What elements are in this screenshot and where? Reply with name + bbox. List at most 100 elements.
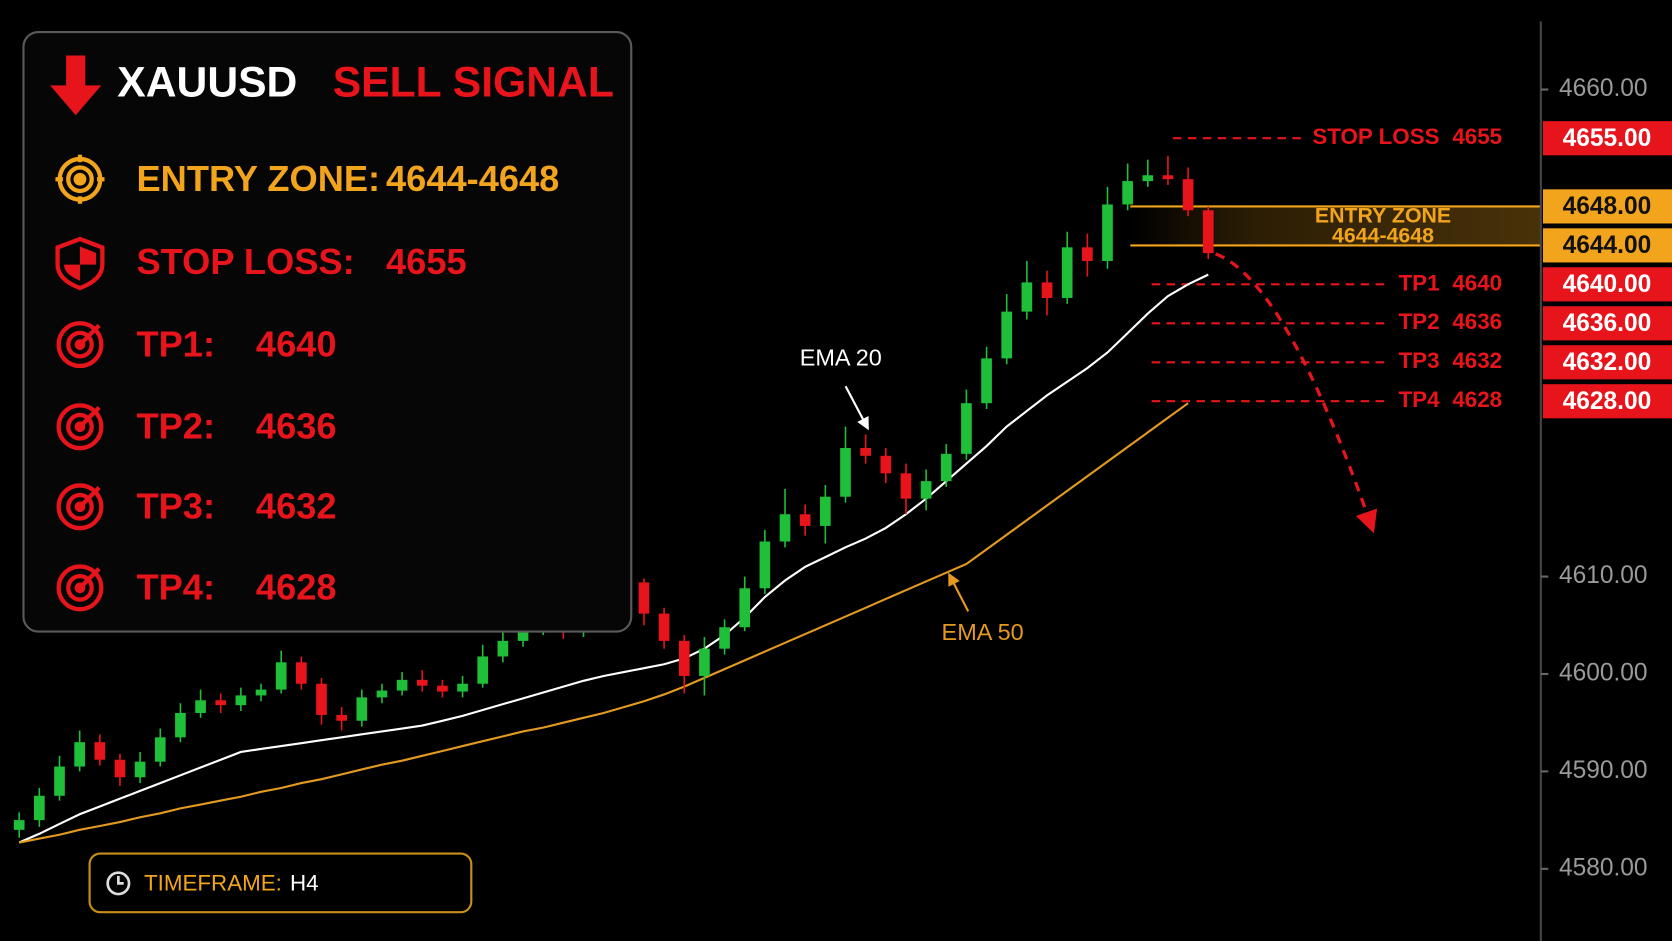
ema-pointer — [844, 385, 869, 431]
level-value: 4640 — [1452, 270, 1502, 295]
row-value: 4632 — [256, 485, 337, 526]
price-tag — [1542, 267, 1672, 302]
level-value: 4655 — [1452, 124, 1502, 149]
candle-body — [34, 795, 45, 821]
clock-icon — [106, 871, 131, 896]
price-tag — [1542, 384, 1672, 419]
price-tag — [1542, 189, 1672, 224]
timeframe-box: TIMEFRAME: H4 — [88, 852, 473, 914]
candle-body — [961, 403, 972, 454]
candle-body — [296, 662, 307, 684]
entry-zone-name: ENTRY ZONE — [1315, 204, 1451, 228]
panel-ticker: XAUUSD — [117, 59, 297, 107]
row-value: 4644-4648 — [386, 158, 559, 199]
row-label: TP1: — [136, 323, 215, 364]
candle-body — [175, 712, 186, 738]
candle-body — [54, 766, 65, 796]
y-tick-label: 4580.00 — [1559, 854, 1648, 881]
candle-body — [820, 496, 831, 526]
candle-body — [719, 627, 730, 649]
candle-body — [1122, 181, 1133, 205]
candle-body — [860, 448, 871, 456]
candle-body — [1162, 175, 1174, 180]
candle-body — [396, 679, 408, 691]
ema-line — [18, 273, 1209, 844]
candle-body — [1061, 247, 1073, 298]
candle-body — [799, 514, 811, 526]
candle-body — [920, 481, 932, 499]
candle-body — [497, 640, 509, 657]
timeframe-value: H4 — [290, 870, 319, 895]
candle-body — [779, 514, 791, 542]
candle-body — [376, 690, 388, 698]
signal-panel: XAUUSD SELL SIGNAL ENTRY ZONE: 4644-4648… — [22, 30, 633, 633]
down-arrow-icon — [50, 55, 102, 116]
y-tick-label: 4590.00 — [1559, 757, 1648, 784]
candle-body — [114, 759, 126, 778]
y-tick-label: 4660.00 — [1559, 75, 1648, 102]
row-value: 4628 — [256, 567, 337, 608]
candle-body — [517, 629, 529, 641]
candle-body — [457, 683, 468, 692]
ema-line — [18, 402, 1189, 844]
candle-body — [1102, 204, 1113, 261]
clock-hands — [117, 875, 124, 885]
entry-zone-range: 4644-4648 — [1332, 223, 1434, 247]
candle-body — [759, 541, 771, 589]
level-name: STOP LOSS — [1312, 124, 1439, 149]
candle-body — [1001, 311, 1013, 359]
level-value: 4632 — [1452, 348, 1502, 373]
candle-body — [416, 679, 428, 686]
price-tag — [1542, 306, 1672, 341]
candle-body — [981, 358, 992, 404]
candle-body — [739, 588, 751, 628]
price-tag-label: 4644.00 — [1563, 232, 1652, 259]
candle-body — [154, 737, 166, 762]
candle-body — [940, 453, 952, 482]
candle-body — [638, 582, 650, 614]
price-tag-label: 4640.00 — [1563, 271, 1652, 298]
ema-label: EMA 20 — [800, 345, 882, 371]
ema-label: EMA 50 — [942, 619, 1024, 645]
row-label: TP2: — [136, 405, 215, 446]
candle-body — [94, 742, 106, 760]
row-value: 4640 — [256, 323, 337, 364]
y-tick-label: 4600.00 — [1559, 659, 1648, 686]
tp-icon — [56, 321, 104, 612]
candle-body — [840, 448, 851, 497]
candle-body — [1182, 179, 1194, 211]
level-name: TP2 — [1399, 309, 1440, 334]
timeframe-frame — [88, 852, 473, 914]
row-label: TP3: — [136, 485, 215, 526]
candle-body — [74, 742, 85, 767]
price-tag-label: 4655.00 — [1563, 125, 1652, 152]
candle-body — [900, 473, 912, 499]
candle-body — [1082, 247, 1093, 261]
panel-box — [22, 30, 633, 633]
row-value: 4636 — [256, 405, 337, 446]
candle-body — [195, 700, 206, 713]
projection-arrow — [1215, 252, 1378, 534]
level-value: 4628 — [1452, 387, 1502, 412]
level-name: TP4 — [1399, 387, 1441, 412]
candle-body — [1142, 175, 1154, 182]
price-tag-label: 4628.00 — [1563, 388, 1652, 415]
candle-body — [316, 683, 327, 715]
row-label: TP4: — [136, 567, 215, 608]
level-name: TP1 — [1399, 270, 1440, 295]
price-tag — [1542, 121, 1672, 156]
level-value: 4636 — [1452, 309, 1502, 334]
price-tag — [1542, 345, 1672, 380]
candle-body — [275, 662, 287, 690]
candle-body — [1202, 210, 1214, 254]
candle-body — [1021, 282, 1033, 312]
price-tag-label: 4636.00 — [1563, 310, 1652, 337]
candle-body — [13, 820, 25, 830]
row-value: 4655 — [386, 241, 467, 282]
candle-body — [134, 761, 146, 778]
candle-body — [336, 714, 347, 721]
candle-body — [1041, 282, 1053, 298]
candle-body — [477, 656, 489, 684]
ema-pointer — [948, 572, 970, 612]
